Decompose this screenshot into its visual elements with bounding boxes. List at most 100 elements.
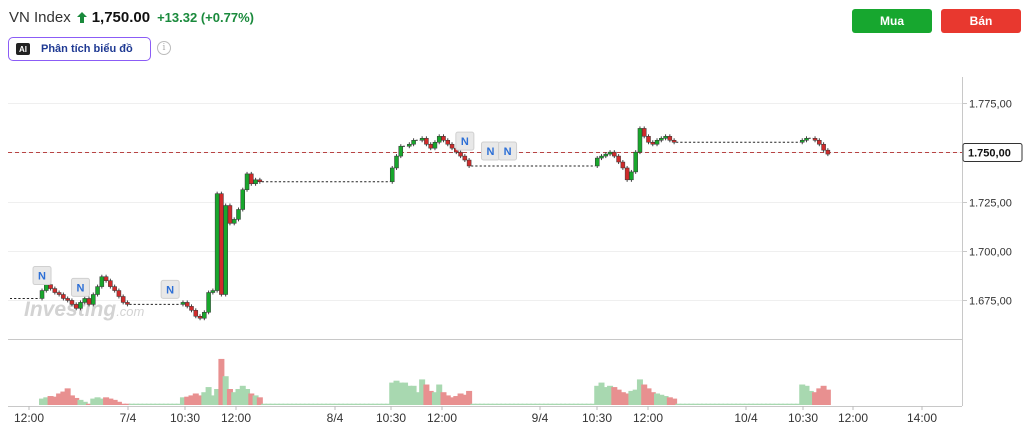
candle-body <box>184 302 190 307</box>
candle-body <box>39 290 45 299</box>
volume-bar <box>679 403 686 405</box>
news-marker[interactable]: N <box>480 141 500 161</box>
volume-bar <box>222 376 229 405</box>
volume-bar <box>461 394 468 405</box>
volume-bar <box>739 403 746 405</box>
candle-body <box>629 171 634 181</box>
x-tick-label: 12:00 <box>14 411 44 425</box>
candle-body <box>69 300 75 305</box>
candle-body <box>458 151 463 157</box>
candle-body <box>116 290 122 297</box>
volume-bar <box>367 403 374 405</box>
volume-bar <box>329 403 336 405</box>
candle-body <box>671 140 677 143</box>
volume-bar <box>444 395 451 405</box>
sell-button[interactable]: Bán <box>941 9 1021 33</box>
volume-bar <box>192 393 199 405</box>
candle-body <box>193 310 199 317</box>
volume-bar <box>478 403 485 405</box>
candle-body <box>223 205 228 295</box>
volume-bar <box>773 403 780 405</box>
candle-body <box>637 128 643 153</box>
candle-body <box>612 151 617 157</box>
y-tick-label: 1.700,00 <box>969 247 1012 259</box>
volume-bar <box>688 403 695 405</box>
volume-bar <box>235 389 242 405</box>
volume-bar <box>628 390 635 405</box>
ai-icon: AI <box>16 43 30 55</box>
news-marker[interactable]: N <box>455 131 475 151</box>
volume-bar <box>718 403 725 405</box>
svg-text:N: N <box>76 282 84 294</box>
volume-bar <box>615 389 622 405</box>
volume-bar <box>162 403 169 405</box>
candle-body <box>189 306 194 311</box>
last-price: 1,750.00 <box>91 8 151 26</box>
volume-bar <box>743 403 750 405</box>
volume-bar <box>427 390 434 405</box>
volume-bar <box>73 397 80 405</box>
volume-bar <box>359 403 366 405</box>
candle-body <box>624 167 630 181</box>
ai-chart-analysis-button[interactable]: AI Phân tích biểu đồ <box>8 37 151 61</box>
volume-bar <box>760 403 767 405</box>
buy-button[interactable]: Mua <box>852 9 932 33</box>
candle-body <box>214 193 220 291</box>
candle-body <box>120 296 126 303</box>
candle-body <box>646 136 651 143</box>
candle-body <box>620 161 626 169</box>
news-marker[interactable]: N <box>70 277 90 297</box>
volume-bar <box>547 403 554 405</box>
volume-bar <box>333 403 340 405</box>
volume-bar <box>150 403 157 405</box>
x-tick-label: 10/4 <box>734 411 758 425</box>
info-icon[interactable]: i <box>157 41 171 55</box>
candle-body <box>227 205 233 224</box>
candle-body <box>108 280 113 287</box>
volume-bar <box>782 403 789 405</box>
volume-bar <box>521 403 528 405</box>
volume-bar <box>491 403 498 405</box>
candle-body <box>244 173 250 190</box>
volume-bar <box>261 403 268 405</box>
svg-text:N: N <box>486 146 494 158</box>
y-tick-label: 1.725,00 <box>969 198 1012 210</box>
volume-bar <box>141 403 148 405</box>
volume-bar <box>265 403 272 405</box>
volume-bar <box>555 403 562 405</box>
candle-body <box>112 286 117 291</box>
news-marker[interactable]: N <box>498 141 518 161</box>
volume-bar <box>645 388 652 405</box>
candle-body <box>799 140 805 143</box>
volume-bar <box>128 403 135 405</box>
candle-body <box>65 298 70 301</box>
news-marker[interactable]: N <box>32 266 52 286</box>
volume-bar <box>602 387 609 405</box>
volume-bar <box>291 403 298 405</box>
volume-bar <box>594 385 601 405</box>
volume-bar <box>747 403 754 405</box>
volume-bar <box>184 396 191 405</box>
volume-bar <box>585 403 592 405</box>
candle-body <box>95 286 100 295</box>
volume-bar <box>397 382 404 405</box>
volume-bar <box>483 403 490 405</box>
volume-bar <box>154 403 161 405</box>
candle-body <box>103 276 109 281</box>
candle-body <box>125 302 130 305</box>
candle-body <box>44 284 49 291</box>
candle-body <box>599 155 604 159</box>
volume-bar <box>316 403 323 405</box>
news-marker[interactable]: N <box>160 279 180 299</box>
volume-bar <box>68 395 75 405</box>
volume-bar <box>389 382 396 405</box>
volume-bar <box>641 384 648 405</box>
x-tick-label: 8/4 <box>327 411 344 425</box>
volume-bar <box>598 382 605 405</box>
current-price-label: 1.750,00 <box>968 148 1011 160</box>
volume-bar <box>406 385 413 405</box>
volume-bar <box>824 389 831 405</box>
volume-bar <box>589 403 596 405</box>
volume-bar <box>572 403 579 405</box>
